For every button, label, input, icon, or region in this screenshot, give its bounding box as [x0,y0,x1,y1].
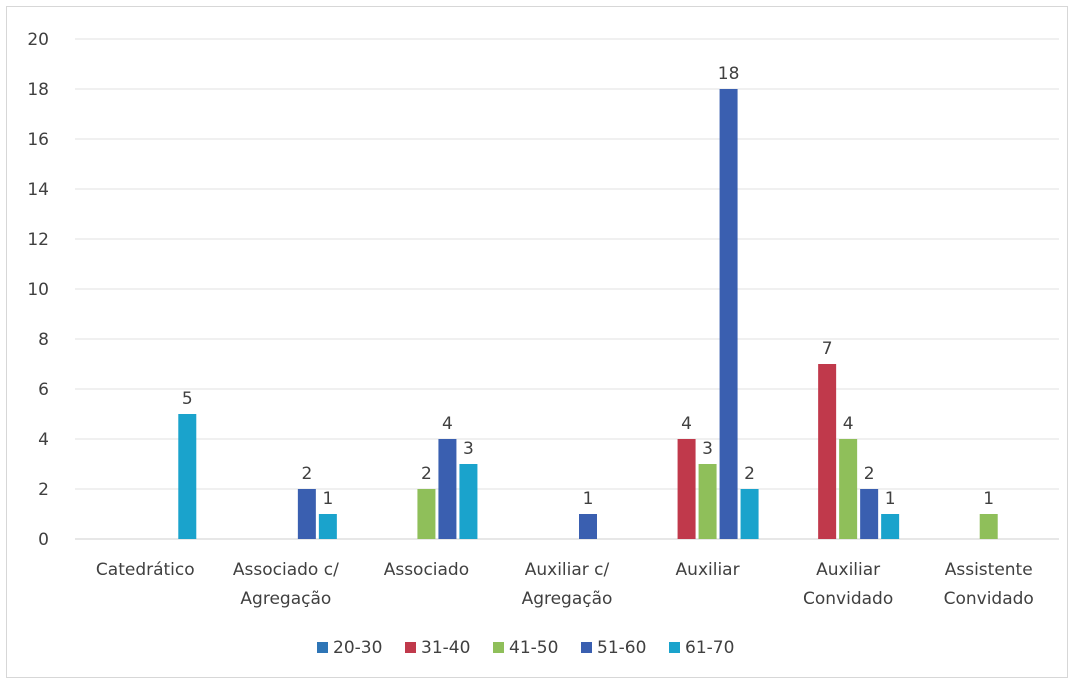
data-label: 1 [322,489,333,509]
data-label: 4 [681,414,692,434]
data-label: 18 [718,64,740,84]
legend-item: 31-40 [405,638,470,658]
y-tick-label: 12 [27,230,49,250]
data-label: 3 [702,439,713,459]
bar [677,439,696,539]
legend-swatch [493,642,504,653]
y-tick-label: 10 [27,280,49,300]
legend-swatch [669,642,680,653]
category-label-line: Assistente [945,560,1033,580]
bar [318,514,337,539]
category-label: Associado c/Agregação [233,560,339,609]
bar [740,489,759,539]
y-tick-label: 6 [38,380,49,400]
bar [839,439,858,539]
legend-item: 61-70 [669,638,734,658]
bar [818,364,837,539]
category-label-line: Auxiliar [676,560,740,580]
x-axis-categories: Catedrático Associado c/AgregaçãoAssociad… [96,560,1034,609]
bar [417,489,436,539]
legend-label: 61-70 [685,638,734,658]
chart-frame: 0 2 4 6 8 10 12 14 16 18 20 5 2 1 2 4 3 1 4 3 18 2 7 4 2 1 1 Cate… [6,6,1068,678]
legend-label: 51-60 [597,638,646,658]
gridlines [75,38,1059,540]
bar [579,514,597,539]
category-label-line: Associado [384,560,469,580]
category-label-line: Agregação [522,589,613,609]
category-label-line: Auxiliar c/ [525,560,610,580]
legend-swatch [581,642,592,653]
data-label: 2 [864,464,875,484]
bar [297,489,316,539]
legend-item: 41-50 [493,638,558,658]
bar [698,464,717,539]
legend-item: 20-30 [317,638,382,658]
category-label: Auxiliar c/Agregação [522,560,613,609]
category-label: Auxiliar [676,560,740,580]
bar [178,414,197,539]
bar [881,514,900,539]
category-label-line: Catedrático [96,560,195,580]
data-label: 2 [744,464,755,484]
category-label-line: Convidado [944,589,1034,609]
y-tick-label: 4 [38,430,49,450]
data-label: 1 [583,489,594,509]
category-label: Catedrático [96,560,195,580]
y-tick-label: 8 [38,330,49,350]
bar [438,439,457,539]
y-tick-label: 18 [27,80,49,100]
category-label-line: Auxiliar [816,560,880,580]
y-tick-label: 20 [27,30,49,50]
data-label: 2 [421,464,432,484]
data-label: 5 [182,389,193,409]
data-label: 4 [843,414,854,434]
category-label: Auxiliar Convidado [803,560,893,609]
legend-item: 51-60 [581,638,646,658]
y-tick-label: 0 [38,530,49,550]
y-tick-label: 16 [27,130,49,150]
data-label: 4 [442,414,453,434]
legend-label: 41-50 [509,638,558,658]
y-tick-label: 14 [27,180,49,200]
bar [459,464,478,539]
category-label-line: Associado c/ [233,560,339,580]
legend-swatch [405,642,416,653]
data-label: 3 [463,439,474,459]
legend-label: 20-30 [333,638,382,658]
data-label: 1 [983,489,994,509]
legend: 20-30 31-40 41-50 51-60 61-70 [317,638,734,658]
data-label: 7 [822,339,833,359]
y-tick-label: 2 [38,480,49,500]
data-label: 1 [885,489,896,509]
legend-swatch [317,642,328,653]
bars [178,89,998,539]
category-label-line: Convidado [803,589,893,609]
legend-label: 31-40 [421,638,470,658]
category-label: Associado [384,560,469,580]
data-label: 2 [301,464,312,484]
y-axis-ticks: 0 2 4 6 8 10 12 14 16 18 20 [27,30,49,550]
bar [860,489,879,539]
bar [719,89,738,539]
category-label: Assistente Convidado [944,560,1034,609]
bar [979,514,998,539]
category-label-line: Agregação [240,589,331,609]
